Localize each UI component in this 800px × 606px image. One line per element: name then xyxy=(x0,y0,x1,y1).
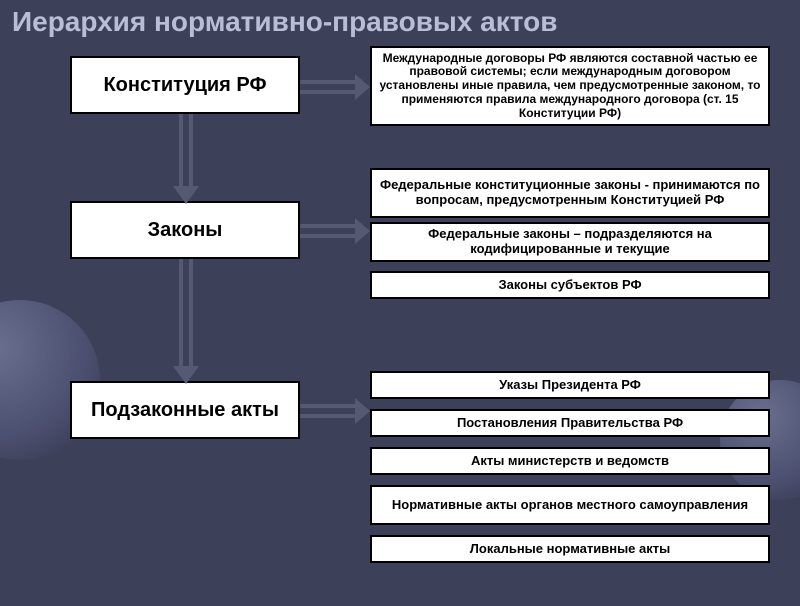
level3-item-1: Постановления Правительства РФ xyxy=(370,409,770,437)
level2-item-2: Законы субъектов РФ xyxy=(370,271,770,299)
level2-item-0: Федеральные конституционные законы - при… xyxy=(370,168,770,218)
level3-item-4: Локальные нормативные акты xyxy=(370,535,770,563)
diagram-canvas: Конституция РФ Законы Подзаконные акты М… xyxy=(0,46,800,606)
level3-item-0: Указы Президента РФ xyxy=(370,371,770,399)
level2-item-1: Федеральные законы – подразделяются на к… xyxy=(370,222,770,262)
page-title: Иерархия нормативно-правовых актов xyxy=(0,0,800,46)
arrow-l3-right xyxy=(300,398,370,428)
level1-box: Конституция РФ xyxy=(70,56,300,114)
level1-note: Международные договоры РФ являются соста… xyxy=(370,46,770,126)
level3-item-3: Нормативные акты органов местного самоуп… xyxy=(370,485,770,525)
arrow-l2-right xyxy=(300,218,370,248)
arrow-l1-l2 xyxy=(173,114,203,204)
arrow-l1-right xyxy=(300,74,370,104)
level3-box: Подзаконные акты xyxy=(70,381,300,439)
level3-item-2: Акты министерств и ведомств xyxy=(370,447,770,475)
arrow-l2-l3 xyxy=(173,259,203,384)
level2-box: Законы xyxy=(70,201,300,259)
